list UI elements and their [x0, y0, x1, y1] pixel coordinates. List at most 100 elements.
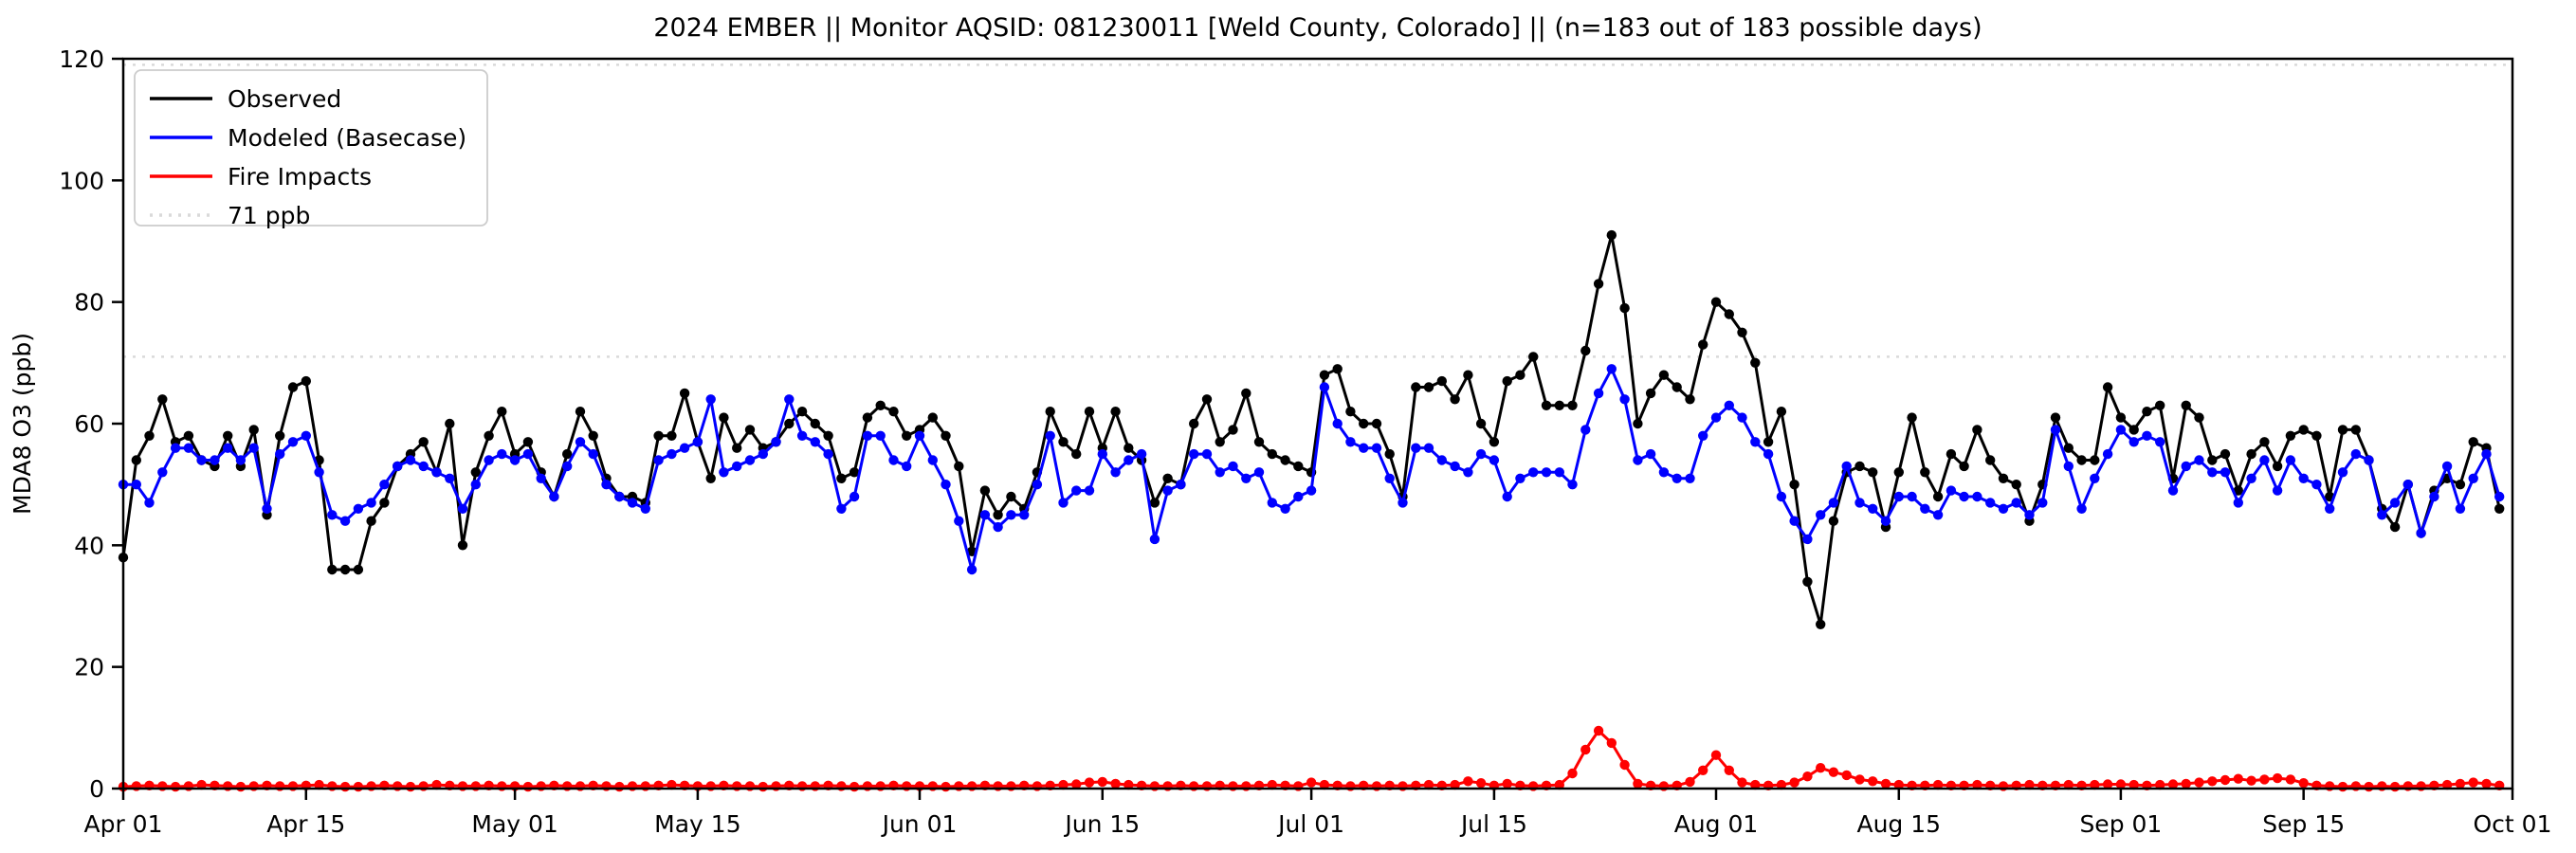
- data-point: [1828, 498, 1839, 508]
- data-point: [692, 437, 703, 447]
- data-point: [2220, 448, 2231, 460]
- data-point: [1946, 448, 1957, 460]
- data-point: [497, 407, 507, 417]
- data-point: [2272, 485, 2283, 496]
- data-point: [2181, 778, 2191, 789]
- data-point: [562, 461, 573, 472]
- data-point: [2364, 455, 2374, 465]
- data-point: [418, 461, 429, 472]
- data-point: [2220, 774, 2231, 786]
- data-point: [1972, 779, 1982, 790]
- data-point: [732, 461, 742, 472]
- data-point: [2155, 779, 2165, 790]
- data-point: [823, 448, 833, 460]
- data-point: [1176, 480, 1186, 490]
- data-point: [758, 448, 768, 460]
- data-point: [1737, 777, 1747, 788]
- data-point: [327, 564, 338, 575]
- data-point: [705, 394, 716, 405]
- data-point: [1475, 418, 1487, 429]
- data-point: [262, 503, 272, 514]
- data-point: [1228, 461, 1238, 472]
- data-point: [796, 407, 808, 417]
- data-point: [2468, 437, 2478, 447]
- data-point: [588, 448, 598, 460]
- data-point: [849, 491, 860, 502]
- data-point: [1215, 437, 1225, 447]
- data-point: [1750, 357, 1761, 368]
- data-point: [823, 430, 833, 441]
- data-point: [2494, 503, 2505, 514]
- data-point: [1893, 467, 1905, 478]
- data-point: [954, 461, 964, 472]
- data-point: [614, 781, 625, 792]
- data-point: [1580, 425, 1591, 435]
- data-point: [1932, 779, 1944, 790]
- data-point: [954, 516, 964, 526]
- data-point: [379, 498, 390, 508]
- y-tick-label: 40: [74, 532, 104, 559]
- reference-lines: [123, 64, 2512, 358]
- data-point: [1776, 779, 1787, 790]
- data-point: [248, 443, 259, 453]
- x-tick-label: Aug 15: [1856, 810, 1941, 838]
- data-point: [339, 516, 351, 526]
- data-point: [1384, 448, 1395, 460]
- data-point: [2233, 485, 2243, 496]
- data-point: [223, 430, 233, 441]
- data-point: [2128, 437, 2139, 447]
- data-point: [927, 412, 938, 423]
- data-point: [314, 467, 324, 478]
- data-point: [1423, 382, 1434, 392]
- data-point: [1606, 364, 1617, 374]
- data-point: [1463, 370, 1473, 380]
- data-point: [2076, 455, 2087, 465]
- data-point: [1136, 448, 1147, 460]
- data-point: [418, 437, 429, 447]
- data-point: [679, 443, 690, 453]
- data-point: [1868, 503, 1878, 514]
- data-point: [1685, 473, 1695, 483]
- data-point: [1162, 473, 1173, 483]
- data-point: [183, 430, 194, 441]
- legend-box: [134, 69, 488, 227]
- data-point: [1854, 461, 1865, 472]
- data-point: [1776, 491, 1787, 502]
- data-point: [1698, 765, 1708, 775]
- data-point: [1463, 467, 1473, 478]
- data-point: [1633, 778, 1643, 789]
- data-point: [1475, 778, 1487, 789]
- data-point: [993, 521, 1003, 533]
- x-tick-label: Jun 15: [1063, 810, 1140, 838]
- data-point: [1359, 443, 1369, 453]
- legend-item-71-ppb: 71 ppb: [150, 202, 310, 229]
- data-point: [575, 437, 586, 447]
- data-point: [2128, 779, 2139, 790]
- data-point: [1489, 437, 1500, 447]
- data-point: [157, 394, 168, 405]
- data-point: [836, 473, 847, 483]
- data-point: [1633, 418, 1643, 429]
- series-modeled-basecase: [118, 364, 2505, 575]
- data-point: [1907, 412, 1917, 423]
- data-point: [2063, 443, 2074, 453]
- data-point: [1423, 779, 1434, 790]
- data-point: [1998, 503, 2009, 514]
- data-point: [2364, 781, 2374, 792]
- data-point: [888, 455, 899, 465]
- data-point: [927, 455, 938, 465]
- data-point: [2325, 503, 2335, 514]
- data-point: [2350, 425, 2361, 435]
- data-point: [1972, 491, 1982, 502]
- data-point: [627, 498, 638, 508]
- data-point: [287, 382, 299, 392]
- data-point: [2246, 448, 2256, 460]
- x-tick-label: Oct 01: [2474, 810, 2552, 838]
- data-point: [1398, 498, 1408, 508]
- data-point: [667, 430, 677, 441]
- data-point: [2090, 779, 2100, 790]
- data-point: [353, 503, 364, 514]
- data-point: [1554, 400, 1565, 410]
- data-point: [1463, 776, 1473, 787]
